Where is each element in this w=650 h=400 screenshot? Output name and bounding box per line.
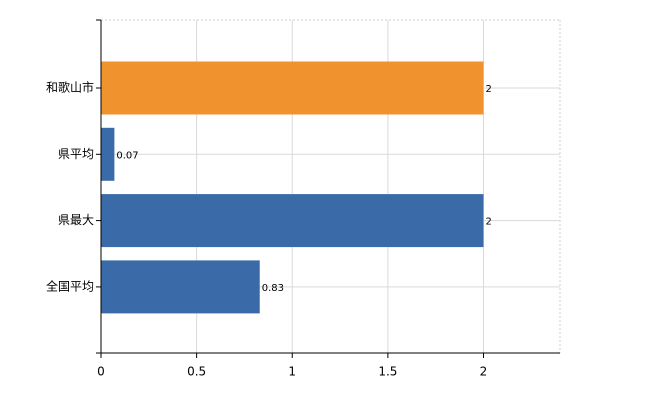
value-label: 0.83 xyxy=(262,283,284,294)
x-tick-label: 1 xyxy=(288,365,296,379)
bar xyxy=(101,194,484,248)
x-tick-label: 1.5 xyxy=(378,365,397,379)
y-tick-label: 県平均 xyxy=(58,147,94,161)
bar xyxy=(101,260,260,314)
y-tick-label: 県最大 xyxy=(58,213,94,227)
value-label: 0.07 xyxy=(116,150,138,161)
value-label: 2 xyxy=(486,217,492,228)
value-label: 2 xyxy=(486,84,492,95)
y-tick-label: 和歌山市 xyxy=(46,80,94,95)
bar xyxy=(101,61,484,115)
bar xyxy=(101,127,115,181)
x-tick-label: 0.5 xyxy=(187,365,206,379)
x-tick-label: 0 xyxy=(97,365,105,379)
x-tick-label: 2 xyxy=(480,365,488,379)
y-tick-label: 全国平均 xyxy=(46,278,94,293)
